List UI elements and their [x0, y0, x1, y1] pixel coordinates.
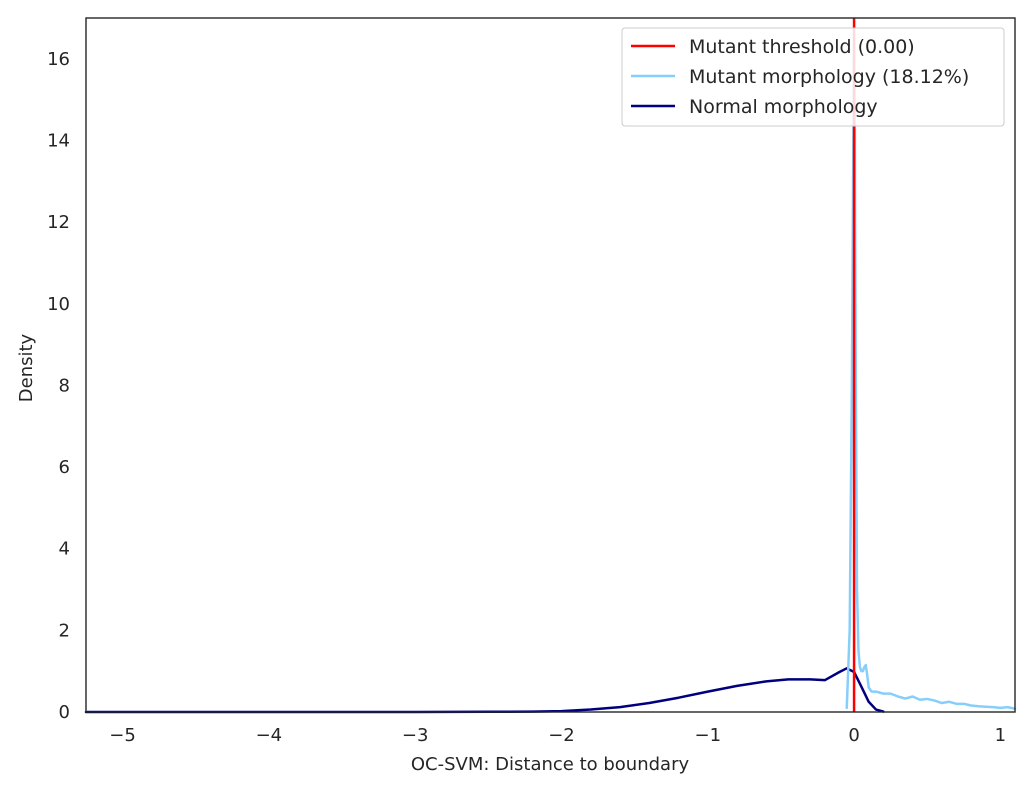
- y-axis-ticks: 0 2 4 6 8 10 12 14 16: [47, 49, 70, 723]
- x-axis-label: OC-SVM: Distance to boundary: [411, 754, 690, 775]
- y-tick-label: 2: [59, 620, 70, 641]
- y-tick-label: 4: [59, 539, 70, 560]
- plot-frame: [85, 17, 1016, 713]
- x-tick-label: 0: [848, 725, 859, 746]
- y-tick-label: 6: [59, 457, 70, 478]
- x-tick-label: −3: [402, 725, 429, 746]
- y-axis-label: Density: [16, 333, 37, 402]
- legend-label-normal: Normal morphology: [689, 96, 878, 118]
- x-tick-label: −4: [256, 725, 283, 746]
- legend: Mutant threshold (0.00) Mutant morpholog…: [621, 27, 1005, 127]
- y-tick-label: 8: [59, 375, 70, 396]
- x-tick-label: −2: [548, 725, 575, 746]
- y-tick-label: 16: [47, 49, 70, 70]
- legend-box: [621, 27, 1005, 127]
- x-tick-label: 1: [995, 725, 1006, 746]
- legend-label-threshold: Mutant threshold (0.00): [689, 36, 915, 58]
- y-tick-label: 14: [47, 130, 70, 151]
- x-axis-ticks: −5 −4 −3 −2 −1 0 1: [109, 725, 1006, 746]
- plot-background: [86, 18, 1015, 712]
- series-line-mutant: [845, 37, 1017, 710]
- legend-label-mutant: Mutant morphology (18.12%): [689, 66, 969, 88]
- y-tick-label: 0: [59, 702, 70, 723]
- y-tick-label: 12: [47, 212, 70, 233]
- x-tick-label: −1: [694, 725, 721, 746]
- x-tick-label: −5: [109, 725, 136, 746]
- y-tick-label: 10: [47, 294, 70, 315]
